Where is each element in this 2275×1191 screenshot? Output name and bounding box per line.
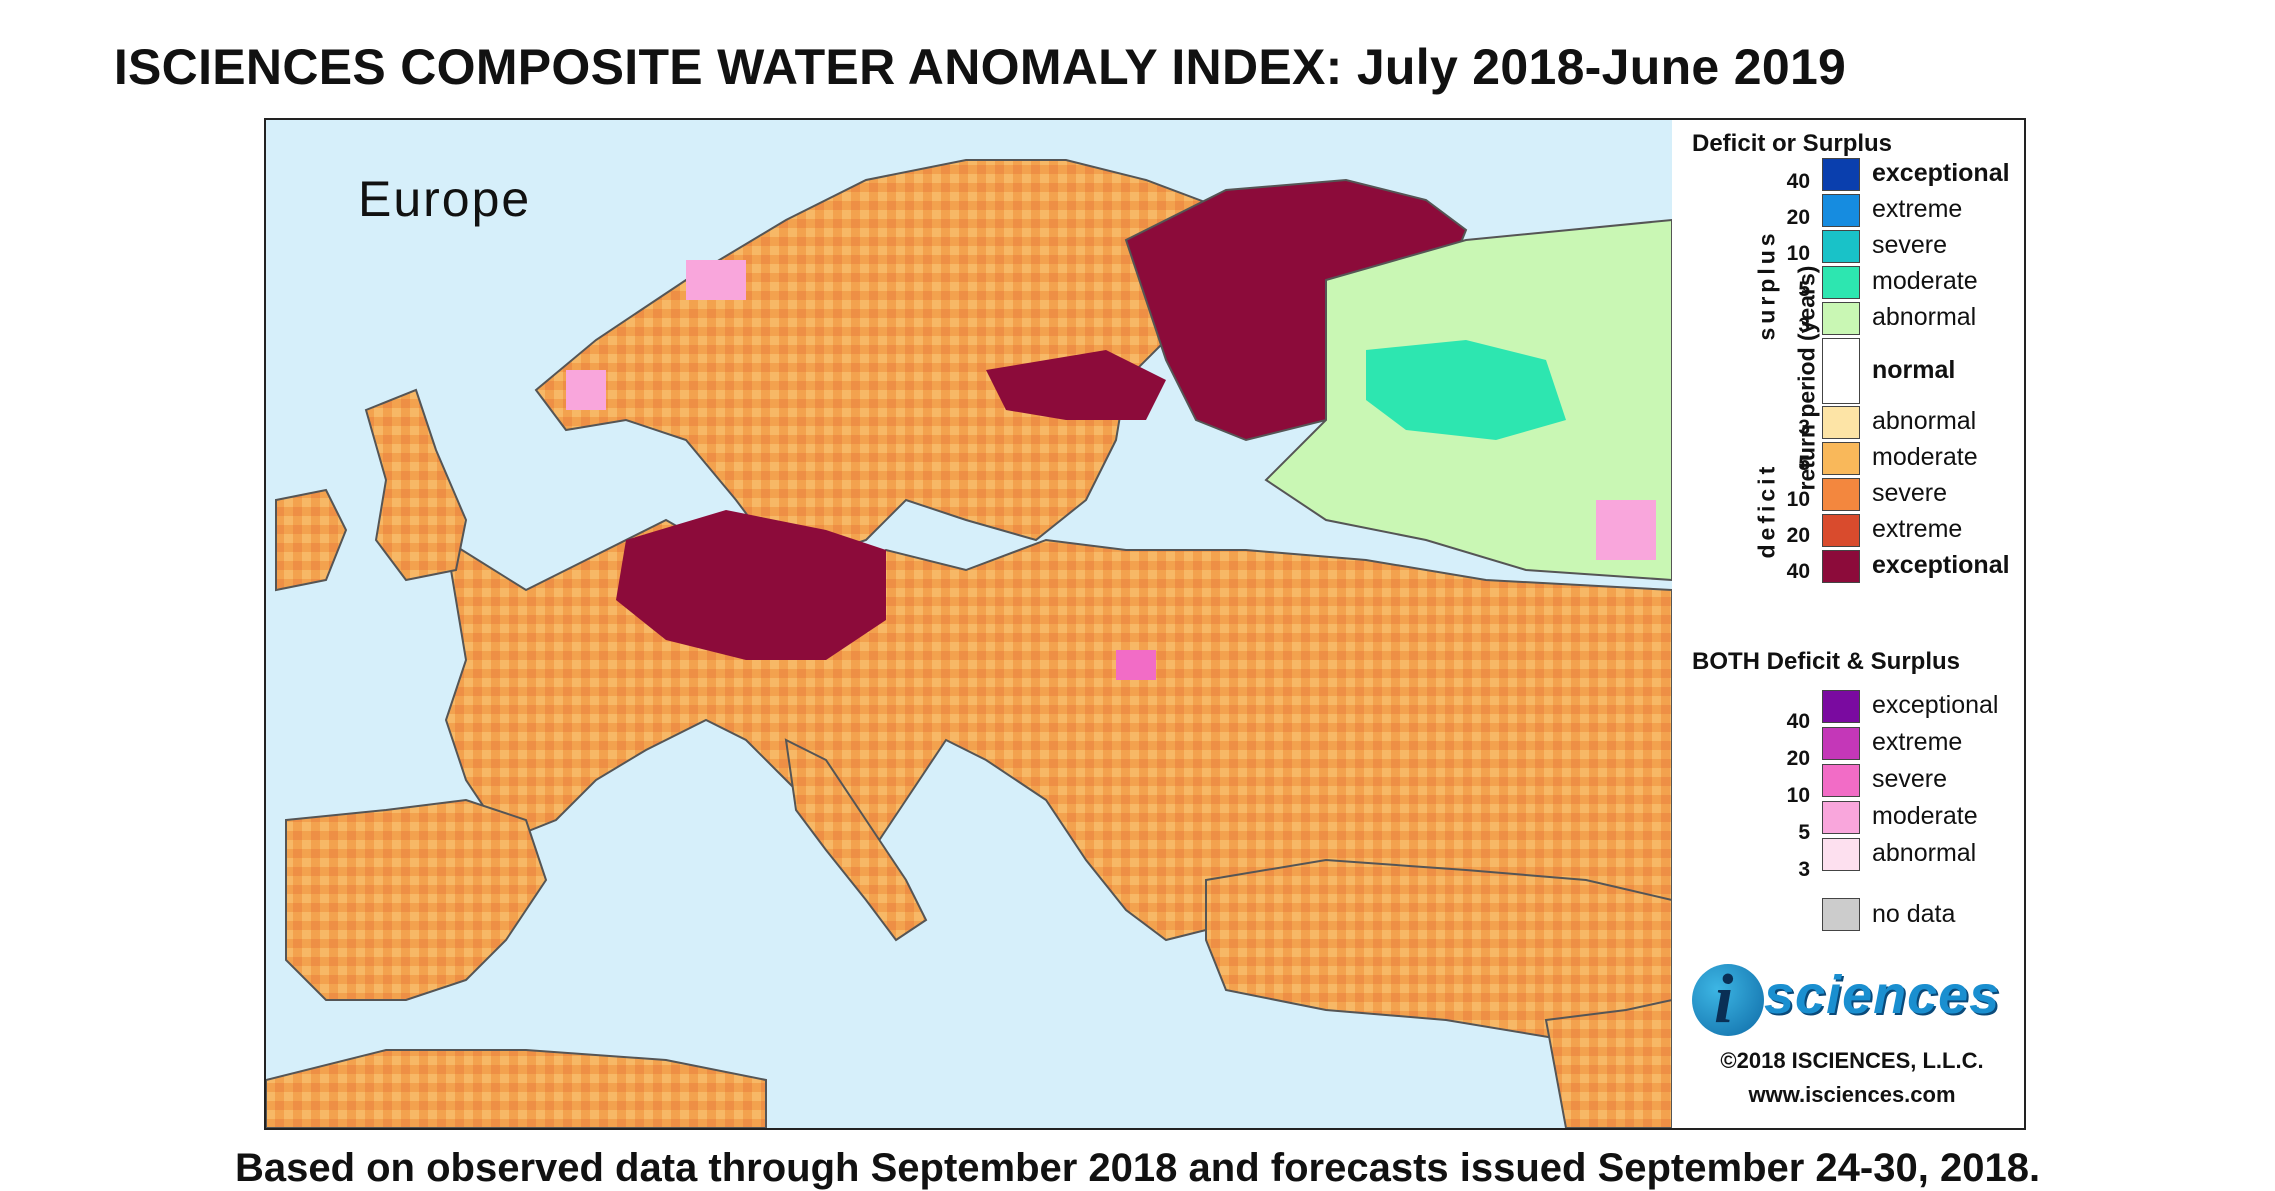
- both-label-severe: severe: [1872, 765, 1948, 793]
- both-tick: 3: [1798, 858, 1810, 881]
- scandinavia-landmass: [534, 159, 1268, 562]
- baltic-deficit-core: [986, 350, 1166, 420]
- map-frame: Europe Deficit or Surplus return period …: [264, 118, 2026, 1130]
- surplus-tick: 10: [1786, 242, 1810, 265]
- deficit-swatch-severe: [1822, 478, 1860, 511]
- deficit-tick: 20: [1786, 524, 1810, 547]
- surplus-tick: 40: [1786, 170, 1810, 193]
- ireland-landmass: [275, 488, 348, 592]
- surplus-tick: 5: [1798, 278, 1810, 301]
- deficit-label-severe: severe: [1872, 479, 1948, 507]
- legend-heading-both: BOTH Deficit & Surplus: [1692, 648, 1961, 675]
- surplus-cluster: [1366, 340, 1566, 440]
- deficit-label-exceptional: exceptional: [1872, 551, 2010, 579]
- website-url: www.isciences.com: [1748, 1082, 1956, 1107]
- surplus-swatch-moderate: [1822, 266, 1860, 299]
- legend-heading-deficit-surplus: Deficit or Surplus: [1692, 130, 1893, 157]
- map-graphic: [266, 159, 1672, 1128]
- both-swatch-severe: [1822, 764, 1860, 797]
- both-tick: 10: [1786, 784, 1810, 807]
- both-swatch-abnormal: [1822, 838, 1860, 871]
- italy-landmass: [784, 738, 928, 942]
- deficit-label-abnormal: abnormal: [1872, 407, 1977, 435]
- central-deficit-core: [616, 510, 886, 660]
- levant-landmass: [1544, 998, 1672, 1128]
- surplus-tick: 20: [1786, 206, 1810, 229]
- logo-mark: i: [1714, 961, 1734, 1038]
- both-swatch-moderate: [1822, 801, 1860, 834]
- both-tick: 20: [1786, 747, 1810, 770]
- no-data-swatch: [1822, 898, 1860, 931]
- normal-swatch: [1822, 338, 1860, 404]
- both-label-moderate: moderate: [1872, 802, 1978, 830]
- no-data-label: no data: [1872, 900, 1956, 928]
- deficit-swatch-moderate: [1822, 442, 1860, 475]
- deficit-swatch-abnormal: [1822, 406, 1860, 439]
- both-label-extreme: extreme: [1872, 728, 1963, 756]
- both-swatch-exceptional: [1822, 690, 1860, 723]
- europe-map: Europe: [266, 120, 1672, 1128]
- surplus-label-severe: severe: [1872, 231, 1948, 259]
- iberia-landmass: [285, 798, 548, 1001]
- surplus-label-exceptional: exceptional: [1872, 159, 2010, 187]
- map-title: ISCIENCES COMPOSITE WATER ANOMALY INDEX:…: [113, 39, 1847, 95]
- surplus-label-abnormal: abnormal: [1872, 303, 1977, 331]
- surplus-swatch-severe: [1822, 230, 1860, 263]
- region-label: Europe: [358, 171, 532, 227]
- normal-label: normal: [1872, 356, 1956, 384]
- surplus-tick: 3: [1798, 314, 1810, 337]
- logo-globe-icon: i: [1692, 961, 1764, 1038]
- surplus-label-extreme: extreme: [1872, 195, 1963, 223]
- surplus-swatch-extreme: [1822, 194, 1860, 227]
- both-tick: 5: [1798, 821, 1810, 844]
- logo-wordmark: sciences: [1764, 965, 2001, 1025]
- both-swatch-extreme: [1822, 727, 1860, 760]
- deficit-label-moderate: moderate: [1872, 443, 1978, 471]
- footer-note: Based on observed data through September…: [234, 1146, 2041, 1190]
- north-africa-landmass: [266, 1049, 767, 1128]
- legend-panel: Deficit or Surplus return period (years)…: [1672, 120, 2024, 1128]
- both-tick: 40: [1786, 710, 1810, 733]
- deficit-tick: 10: [1786, 488, 1810, 511]
- both-label-exceptional: exceptional: [1872, 691, 1999, 719]
- surplus-swatch-exceptional: [1822, 158, 1860, 191]
- copyright: ©2018 ISCIENCES, L.L.C.: [1720, 1048, 1984, 1073]
- isciences-logo: i sciences: [1692, 961, 2018, 1042]
- deficit-tick: 3: [1798, 416, 1810, 439]
- both-label-abnormal: abnormal: [1872, 839, 1977, 867]
- surplus-label-moderate: moderate: [1872, 267, 1978, 295]
- britain-landmass: [364, 388, 468, 582]
- deficit-swatch-extreme: [1822, 514, 1860, 547]
- deficit-label-extreme: extreme: [1872, 515, 1963, 543]
- deficit-tick: 5: [1798, 452, 1810, 475]
- deficit-swatch-exceptional: [1822, 550, 1860, 583]
- surplus-swatch-abnormal: [1822, 302, 1860, 335]
- deficit-tick: 40: [1786, 560, 1810, 583]
